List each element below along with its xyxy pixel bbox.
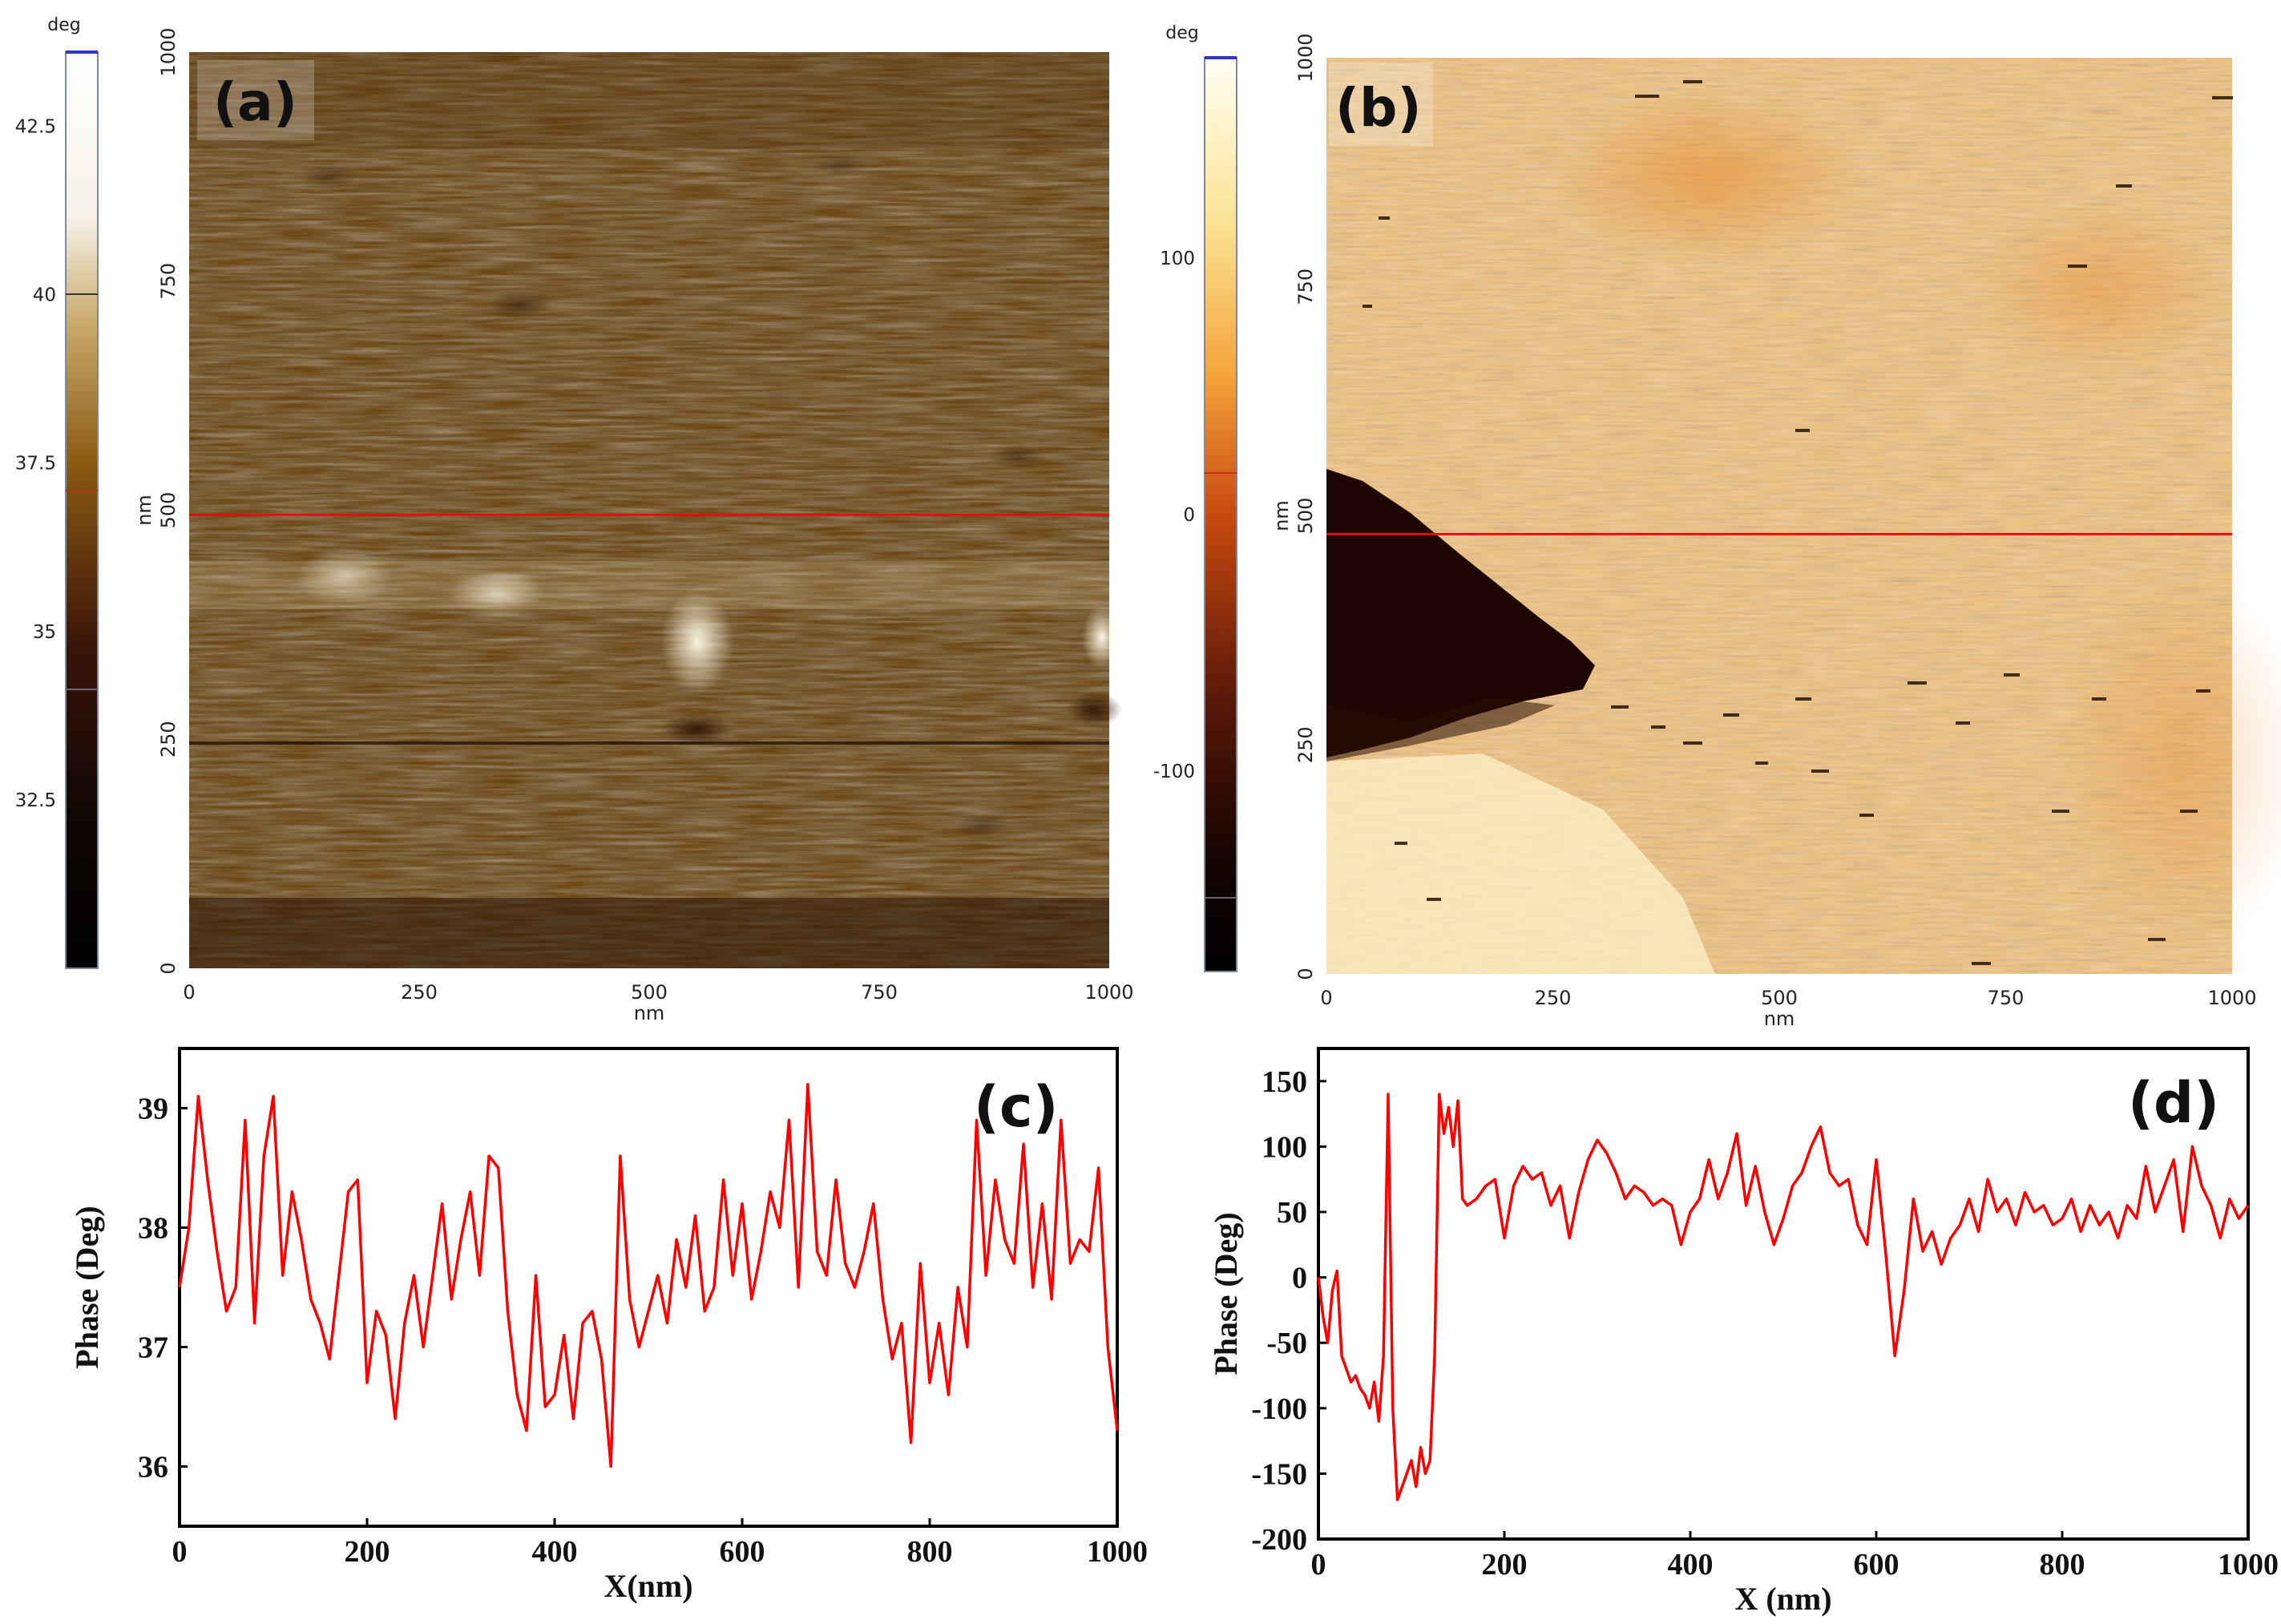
- panel-label-bg-a: [197, 60, 314, 140]
- afm-image-b: (b): [1326, 58, 2281, 974]
- colorbar-b-top-marker: [1205, 56, 1237, 59]
- image-a-y-tick-4: 1000: [157, 27, 180, 76]
- image-b-x-label: nm: [1764, 1008, 1795, 1030]
- colorbar-b-unit: deg: [1165, 23, 1198, 43]
- colorbar-b: deg 100 0 -100: [1153, 23, 1237, 972]
- colorbar-a-top-marker: [66, 50, 98, 54]
- plot-d-y-tick-0: 150: [1262, 1065, 1307, 1099]
- plot-c-y-label: Phase (Deg): [69, 1206, 105, 1368]
- panel-label-c: (c): [974, 1074, 1058, 1140]
- plot-frame-d: [1317, 1047, 2250, 1541]
- colorbar-b-tick-2: -100: [1153, 762, 1195, 782]
- colorbar-a-tick-2: 37.5: [15, 454, 56, 475]
- plot-c-y-tick-0: 36: [138, 1451, 168, 1485]
- plot-c-x-label: X(nm): [604, 1568, 692, 1604]
- plot-d-x-tick-2: 400: [1668, 1548, 1714, 1582]
- plot-d-x-tick-5: 1000: [2218, 1548, 2279, 1582]
- image-a-x-tick-0: 0: [183, 981, 195, 1004]
- plot-d-x-tick-3: 600: [1854, 1548, 1899, 1582]
- panel-a: deg 42.5 40 37.5 35 32.5: [15, 15, 1134, 1024]
- image-b-y-label: nm: [1270, 500, 1293, 531]
- plot-d-series-line-0: [1317, 1093, 2250, 1501]
- plot-c-x-tick-1: 200: [345, 1535, 390, 1569]
- image-a-y-tick-2: 500: [157, 492, 180, 529]
- panel-label-a: (a): [213, 71, 297, 133]
- plot-c-x-tick-3: 600: [720, 1535, 765, 1569]
- colorbar-a-tick-3: 35: [33, 622, 56, 643]
- plot-frame-c: [178, 1047, 1119, 1528]
- colorbar-a-tick-4: 32.5: [15, 790, 56, 811]
- image-b-y-tick-2: 500: [1294, 498, 1317, 535]
- plot-d-y-tick-7: -200: [1251, 1523, 1307, 1557]
- plot-c-x-tick-2: 400: [532, 1535, 578, 1569]
- plot-d-x-tick-1: 200: [1482, 1548, 1528, 1582]
- plot-c-x-tick-5: 1000: [1087, 1535, 1148, 1569]
- image-b-x-tick-2: 500: [1761, 987, 1798, 1009]
- plot-c-series-line-0: [178, 1082, 1119, 1468]
- plot-c-y-tick-2: 38: [138, 1212, 168, 1246]
- image-b-y-tick-3: 750: [1294, 269, 1317, 305]
- image-b-y-tick-1: 250: [1294, 726, 1317, 763]
- plot-d-y-tick-2: 50: [1277, 1196, 1307, 1230]
- image-b-x-tick-4: 1000: [2207, 987, 2256, 1009]
- colorbar-a: deg 42.5 40 37.5 35 32.5: [15, 15, 99, 969]
- image-a-y-tick-0: 0: [157, 962, 180, 974]
- image-a-x-tick-1: 250: [401, 981, 438, 1004]
- panel-d: 0 200 400 600 800 1000 150 100 50 0 -50 -100 -150 -20…: [1208, 1047, 2279, 1617]
- plot-d-y-tick-6: -150: [1251, 1457, 1307, 1491]
- image-b-y-tick-0: 0: [1294, 968, 1317, 980]
- image-a-y-tick-1: 250: [157, 721, 180, 757]
- image-a-x-tick-4: 1000: [1084, 981, 1133, 1004]
- panel-label-bg-b: [1329, 63, 1433, 146]
- image-a-y-label: nm: [133, 495, 155, 526]
- plot-c-y-tick-3: 39: [138, 1093, 168, 1126]
- colorbar-a-gradient: [65, 51, 99, 969]
- panel-label-d: (d): [2128, 1070, 2219, 1136]
- colorbar-a-unit: deg: [47, 15, 80, 35]
- plot-d-y-tick-4: -50: [1266, 1327, 1307, 1360]
- image-a-x-label: nm: [634, 1002, 665, 1024]
- image-a-x-tick-2: 500: [631, 981, 668, 1004]
- plot-c-y-tick-1: 37: [138, 1331, 168, 1365]
- colorbar-a-tick-0: 42.5: [15, 116, 56, 137]
- plot-d-y-label: Phase (Deg): [1208, 1212, 1244, 1375]
- colorbar-a-tick-1: 40: [33, 285, 56, 306]
- afm-image-a: (a): [189, 52, 1122, 968]
- plot-d-y-tick-3: 0: [1292, 1262, 1307, 1295]
- plot-d-y-tick-1: 100: [1262, 1130, 1307, 1164]
- plot-d-x-label: X (nm): [1734, 1581, 1831, 1617]
- plot-d-x-tick-4: 800: [2040, 1548, 2085, 1582]
- image-b-x-tick-1: 250: [1535, 987, 1572, 1009]
- plot-c-x-tick-4: 800: [907, 1535, 953, 1569]
- plot-d-x-tick-0: 0: [1311, 1548, 1326, 1582]
- image-a-y-tick-3: 750: [157, 263, 180, 300]
- panel-b: deg 1000-100: [1153, 23, 2281, 1030]
- dark-domain-b: [1326, 469, 1595, 757]
- panel-label-b: (b): [1335, 77, 1422, 139]
- colorbar-b-gradient: [1204, 57, 1237, 972]
- colorbar-b-tick-0: 100: [1160, 248, 1195, 269]
- image-b-y-tick-4: 1000: [1294, 33, 1317, 82]
- plot-c-x-tick-0: 0: [172, 1535, 188, 1569]
- panel-c: 0 200 400 600 800 1000 36 37 38 39 X(nm) Phase (Deg…: [69, 1047, 1148, 1604]
- image-b-x-tick-0: 0: [1320, 987, 1332, 1009]
- colorbar-b-tick-1: 0: [1183, 505, 1195, 526]
- image-a-x-tick-3: 750: [861, 981, 898, 1004]
- image-b-x-tick-3: 750: [1988, 987, 2025, 1009]
- plot-d-y-tick-5: -100: [1251, 1392, 1307, 1426]
